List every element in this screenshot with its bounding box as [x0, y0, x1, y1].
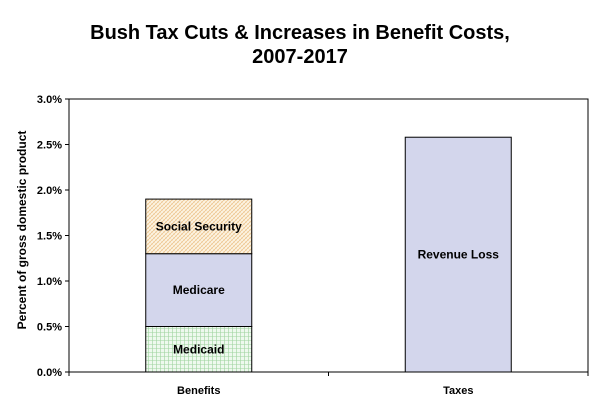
plot-area: 0.0% 0.5% 1.0% 1.5% 2.0% 2.5% 3.0% Medicaid Medi… — [37, 94, 589, 397]
chart-title-line-2: 2007-2017 — [252, 46, 348, 68]
y-tick-label: 1.5% — [37, 231, 62, 243]
y-tick-label: 2.0% — [37, 185, 62, 197]
chart-title-line-1: Bush Tax Cuts & Increases in Benefit Cos… — [90, 22, 510, 44]
y-tick-label: 0.0% — [37, 367, 62, 379]
y-tick-label: 1.0% — [37, 276, 62, 288]
segment-label: Medicare — [173, 283, 225, 297]
bar-segment-revenue-loss — [404, 136, 512, 373]
segment-label: Social Security — [156, 219, 242, 233]
segment-label: Revenue Loss — [418, 248, 500, 262]
x-tick-label: Taxes — [443, 385, 473, 397]
x-tick-label: Benefits — [177, 385, 220, 397]
segment-label: Medicaid — [173, 342, 224, 356]
bar-segment-social-security — [145, 198, 253, 255]
y-tick-label: 3.0% — [37, 94, 62, 106]
y-tick-label: 0.5% — [37, 322, 62, 334]
y-tick-label: 2.5% — [37, 140, 62, 152]
bar-segment-medicaid — [145, 326, 253, 373]
y-axis-label: Percent of gross domestic product — [15, 131, 29, 330]
bar-segment-medicare — [145, 253, 253, 327]
